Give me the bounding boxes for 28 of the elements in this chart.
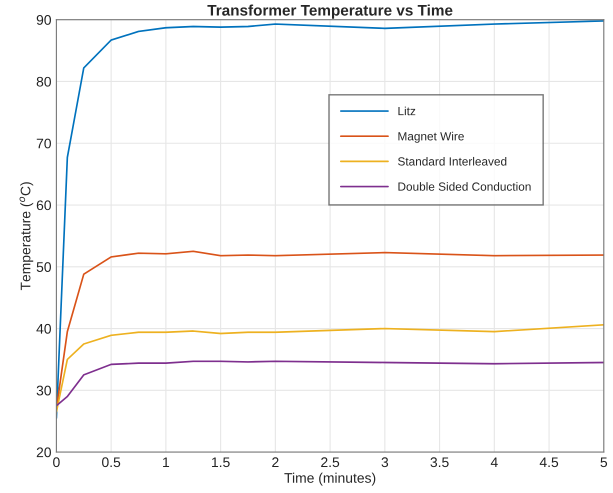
x-axis-title: Time (minutes): [284, 472, 376, 486]
y-tick-label: 70: [36, 138, 51, 148]
x-tick-label: 1: [163, 457, 170, 468]
x-tick-label: 2: [272, 457, 279, 468]
chart-title: Transformer Temperature vs Time: [207, 4, 452, 19]
line-series: [56, 360, 604, 407]
legend-label: Litz: [398, 106, 416, 116]
y-tick-label: 60: [36, 200, 51, 210]
x-tick-label: 0.5: [102, 457, 120, 468]
x-tick-label: 3.5: [430, 457, 449, 468]
y-tick-label: 90: [36, 15, 51, 25]
legend-label: Double Sided Conduction: [398, 182, 531, 191]
legend-label: Standard Interleaved: [398, 156, 506, 166]
y-tick-label: 80: [36, 76, 51, 87]
legend-label: Magnet Wire: [398, 132, 464, 143]
y-tick-label: 40: [36, 324, 51, 334]
line-series: [56, 324, 604, 413]
x-tick-label: 2.5: [321, 457, 340, 468]
x-tick-label: 4.5: [540, 457, 558, 468]
y-tick-label: 20: [36, 447, 51, 458]
x-tick-label: 0: [53, 457, 60, 468]
y-tick-label: 30: [36, 386, 51, 396]
y-tick-label: 50: [36, 262, 51, 272]
x-tick-label: 5: [600, 457, 608, 468]
y-axis-title: Temperature ($^{o}$C): [20, 182, 34, 290]
x-tick-label: 4: [490, 457, 498, 468]
x-tick-label: 1.5: [212, 457, 230, 468]
x-tick-label: 3: [382, 457, 388, 468]
